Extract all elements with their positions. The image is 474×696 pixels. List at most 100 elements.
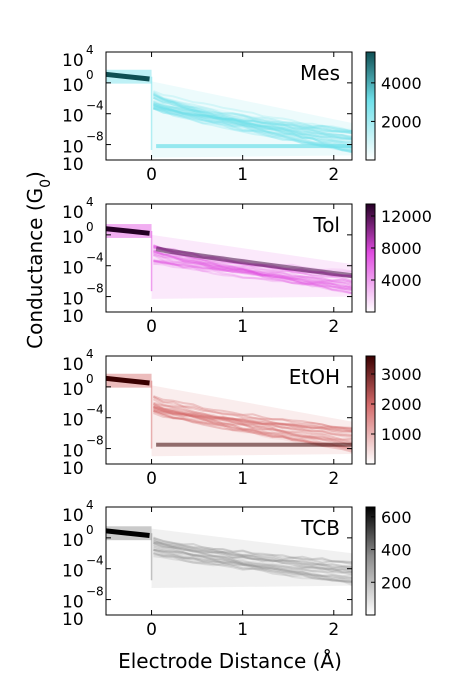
y-axis-title: Conductance (G0) [23,171,54,349]
trace [152,92,352,150]
trace [153,251,352,289]
colorbar-tick-label: 2000 [381,395,422,414]
trace [152,101,352,152]
trace [153,104,352,135]
heatmap-tol [106,224,352,299]
x-tick-label: 2 [328,469,339,489]
x-tick-label: 2 [328,620,339,640]
trace [152,538,352,584]
noise-floor-band [156,144,352,149]
y-tick-label: 10 [62,307,84,327]
trace [153,403,352,438]
trace [153,99,352,144]
y-tick-label: 10 [62,203,84,223]
trace [153,107,352,135]
trace [153,549,352,586]
x-tick-label: 0 [146,469,157,489]
plateau-g0 [106,226,150,236]
trace [153,253,352,283]
trace [153,96,352,149]
trace [153,94,352,141]
heatmap-mes [106,69,352,158]
y-axis-title-subscript: 0 [38,179,54,188]
x-tick-label: 1 [237,620,248,640]
trace [153,260,352,278]
trace [153,548,352,568]
trace [153,407,352,433]
trace [153,250,352,291]
y-tick-label: 10 [62,531,84,551]
colorbar-tick-label: 3000 [381,365,422,384]
trace [153,259,352,286]
trace [153,548,352,579]
trace [153,406,352,441]
trace [153,104,352,141]
trace [152,93,352,154]
trace [153,107,352,143]
trace [153,542,352,574]
y-tick-label: 10 [62,290,84,310]
trace [153,549,352,578]
trace [153,551,352,582]
colorbar-tick-label: 8000 [381,239,422,258]
y-tick-exponent: 0 [86,523,94,537]
trace [153,548,352,576]
trace [152,537,352,584]
trace [153,246,352,288]
trace [153,395,352,429]
trace [153,540,352,570]
trace [153,90,352,133]
plot-frame [105,355,353,465]
trace [152,91,352,140]
x-tick-label: 1 [237,469,248,489]
trace [153,409,352,432]
y-tick-exponent: −4 [86,99,104,113]
trace [153,262,352,292]
heatmap-etoh [106,373,352,457]
heatmap-tcb [106,526,352,588]
trace [153,258,352,273]
trace [153,107,352,138]
trace [153,261,352,276]
trace [152,103,352,149]
plot-frame [105,51,353,161]
y-tick-exponent: 0 [86,68,94,82]
y-tick-label: 10 [62,228,84,248]
panel-label: Mes [300,61,340,85]
y-tick-label: 10 [62,593,84,613]
trace [153,545,352,582]
trace [153,407,352,448]
plot-frame [105,506,353,616]
colorbar [365,203,376,313]
panel-label: TCB [300,516,340,540]
trace [153,409,352,446]
y-tick-label: 10 [62,155,84,175]
trace [153,105,352,133]
y-tick-label: 10 [62,610,84,630]
plateau-g0 [106,71,150,82]
tail-density [151,81,352,158]
trace [153,246,352,277]
trace [153,540,352,570]
trace [153,410,352,431]
trace [153,102,352,140]
trace [153,405,352,437]
trace [153,541,352,564]
y-tick-label: 10 [62,138,84,158]
trace [153,103,352,148]
x-tick-label: 0 [146,165,157,185]
trace [153,545,352,584]
trace [153,253,352,289]
trace [153,555,352,580]
trace [153,106,352,150]
trace [153,408,352,451]
colorbar [365,506,376,616]
colorbar-tick-label: 400 [381,541,412,560]
trace [153,258,352,292]
plateau-g0 [106,528,150,539]
trace [153,244,352,278]
